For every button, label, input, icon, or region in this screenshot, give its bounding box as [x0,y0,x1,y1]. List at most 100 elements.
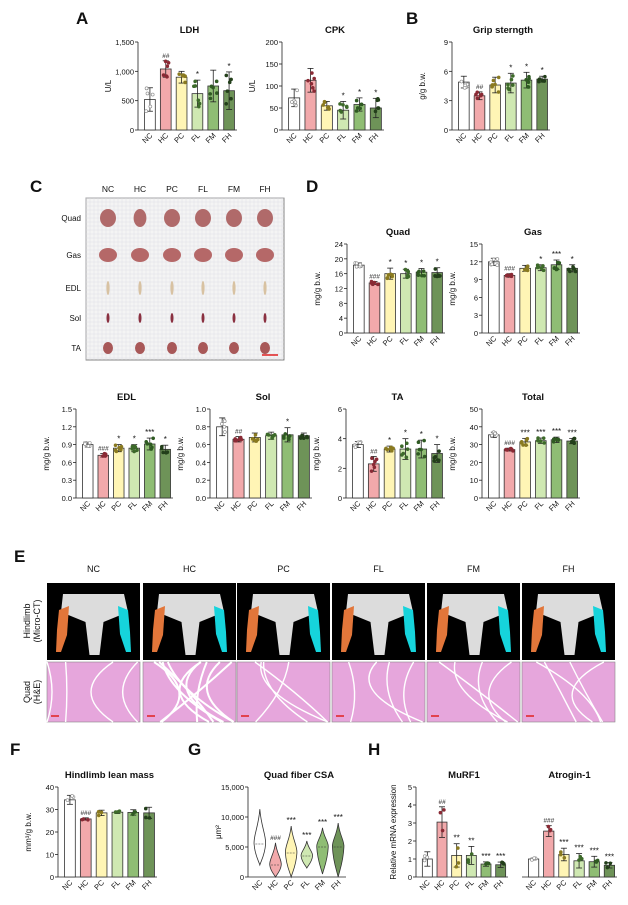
chart-lean: Hindlimb lean mass 0 10 20 30 40 mm³/g b.w. NC #… [24,770,157,892]
significance-mark: * [436,435,439,444]
bar-FH [566,267,578,334]
data-point [338,102,342,106]
y-tick-label: 0 [474,494,478,503]
violin-NC [253,809,266,867]
x-tick-label: PC [92,878,106,892]
y-tick-label: 50 [470,405,478,414]
significance-mark: ### [543,818,554,825]
chart-title: LDH [180,25,200,36]
data-point [541,264,545,268]
muscle-sample [201,281,205,295]
x-tick-label: HC [500,334,514,348]
muscle-sample [99,248,117,262]
data-point [166,60,171,65]
data-point [65,798,70,802]
muscle-sample [100,209,116,227]
fiber-boundary [488,661,512,723]
chart-atrogin: Atrogin-1 NC ### HC *** PC *** FL *** FM *** FH [522,770,617,892]
data-point [571,265,575,269]
x-tick-label: PC [381,334,395,348]
y-tick-label: 500 [121,97,134,106]
significance-mark: *** [333,813,342,822]
y-axis-label: Relative mRNA expression [389,784,398,879]
data-point [456,846,460,850]
significance-mark: ## [438,799,446,806]
x-tick-label: FM [124,878,138,892]
significance-mark: ** [454,834,460,843]
data-point [359,102,364,107]
data-point [254,439,258,443]
data-point [593,859,598,864]
y-tick-label: 5 [408,783,412,792]
data-point [400,453,404,457]
data-point [135,448,139,452]
he-stain-image [331,661,426,723]
x-tick-label: FL [397,499,410,512]
significance-mark: * [525,62,528,71]
data-point [422,454,427,459]
data-point [459,79,464,84]
x-tick-label: NC [418,878,432,892]
x-tick-label: FH [367,131,380,144]
y-tick-label: 20 [335,255,343,264]
column-label: NC [102,184,114,194]
pelvis-shape [251,594,318,655]
x-tick-label: FL [299,878,312,891]
muscle-sample [138,281,142,295]
bar-HC [503,275,516,334]
y-axis-label: U/L [104,79,113,92]
data-point [113,443,118,448]
panel-letter: C [30,177,42,196]
data-point [165,64,170,68]
data-point [417,269,421,274]
data-point [541,268,546,273]
fiber-boundary [159,661,233,723]
significance-mark: *** [552,250,561,259]
data-point [526,80,531,84]
data-point [485,861,489,865]
x-tick-label: PC [447,878,461,892]
y-tick-label: 40 [470,423,478,432]
chart-edl: EDL 0.0 0.3 0.6 0.9 1.2 1.5 mg/g b.w. NC ### HC * PC… [42,392,173,513]
data-point [310,71,314,75]
column-label: FH [563,564,575,574]
x-tick-label: FL [463,878,476,891]
pelvis-shape [536,594,603,655]
column-label: FM [228,184,240,194]
bar-PC [519,267,531,334]
chart-ldh: LDH 0 500 1,000 1,500 U/L NC ## HC PC * FL FM * FH [104,25,237,145]
violin-FL [300,840,313,869]
data-point [265,432,270,437]
data-point [551,437,556,442]
data-point [229,77,233,82]
data-point [521,443,525,447]
chart-title: CPK [325,25,345,36]
violin-PC [285,825,298,879]
fiber-boundary [90,661,114,723]
data-point [229,96,233,101]
left-hindlimb-muscle [436,606,449,652]
y-tick-label: 2 [338,464,342,473]
muscle-sample [170,313,174,323]
data-point [150,92,155,97]
x-tick-label: FM [517,131,531,145]
y-tick-label: 0 [240,873,244,882]
data-point [144,439,149,444]
data-point [376,282,380,287]
data-point [536,264,541,269]
data-point [474,92,478,97]
x-tick-label: PC [516,334,530,348]
bar-NC [488,434,500,499]
data-point [148,104,153,109]
muscle-sample [260,342,270,354]
y-tick-label: 1 [408,855,412,864]
muscle-sample [232,313,236,323]
significance-mark: * [164,435,167,444]
chart-gas: Gas 0 3 6 9 12 15 mg/g b.w. NC ### HC PC * FL *** FM * FH [448,227,580,348]
fiber-boundary [569,661,604,723]
muscle-sample [138,313,142,323]
bar-PC [383,448,396,499]
chart-title: MuRF1 [448,770,480,781]
x-tick-label: PC [555,878,569,892]
muscle-sample [225,248,243,262]
